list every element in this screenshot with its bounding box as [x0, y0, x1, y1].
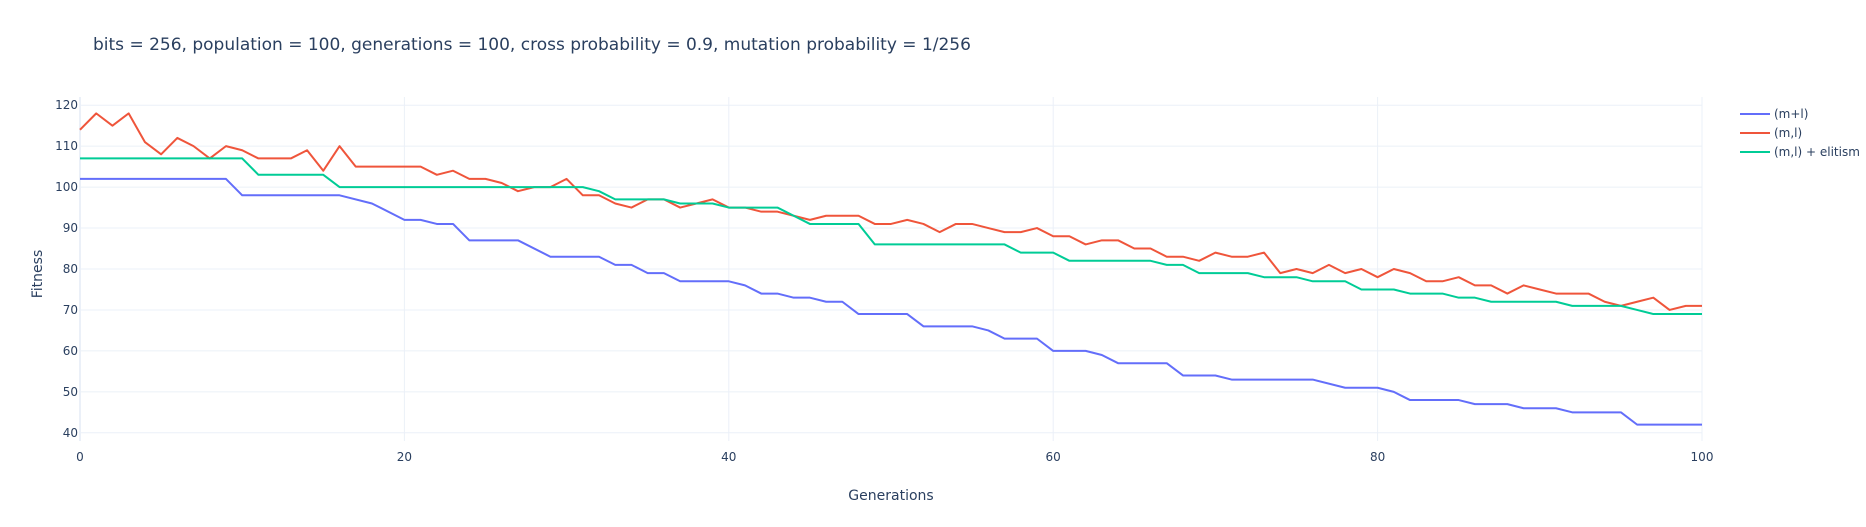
x-tick-label: 60 — [1046, 450, 1061, 464]
y-tick-label: 60 — [63, 344, 78, 358]
series-line-0 — [80, 177, 1702, 426]
x-tick-label: 40 — [721, 450, 736, 464]
legend-label: (m+l) — [1774, 107, 1808, 121]
y-tick-label: 40 — [63, 426, 78, 440]
series-line-1 — [79, 112, 1702, 311]
y-axis-label: Fitness — [30, 250, 46, 299]
y-tick-label: 100 — [55, 180, 78, 194]
y-tick-label: 80 — [63, 262, 78, 276]
series-line-2 — [80, 157, 1702, 316]
y-tick-label: 50 — [63, 385, 78, 399]
legend-label: (m,l) — [1774, 126, 1802, 140]
y-tick-label: 110 — [55, 139, 78, 153]
series-lines — [79, 112, 1702, 426]
x-axis-label: Generations — [848, 488, 933, 504]
x-tick-label: 80 — [1370, 450, 1385, 464]
x-tick-label: 0 — [76, 450, 84, 464]
x-axis-ticks: 0 20 40 60 80 100 — [76, 450, 1713, 464]
x-tick-label: 100 — [1691, 450, 1714, 464]
y-tick-label: 70 — [63, 303, 78, 317]
chart-title: bits = 256, population = 100, generation… — [93, 35, 971, 55]
y-tick-label: 90 — [63, 221, 78, 235]
x-tick-label: 20 — [397, 450, 412, 464]
grid — [79, 97, 1703, 441]
y-tick-label: 120 — [55, 98, 78, 112]
legend-label: (m,l) + elitism — [1774, 145, 1860, 159]
legend: (m+l) (m,l) (m,l) + elitism — [1740, 107, 1860, 159]
y-axis-ticks: 40 50 60 70 80 90 100 110 120 — [55, 98, 78, 440]
